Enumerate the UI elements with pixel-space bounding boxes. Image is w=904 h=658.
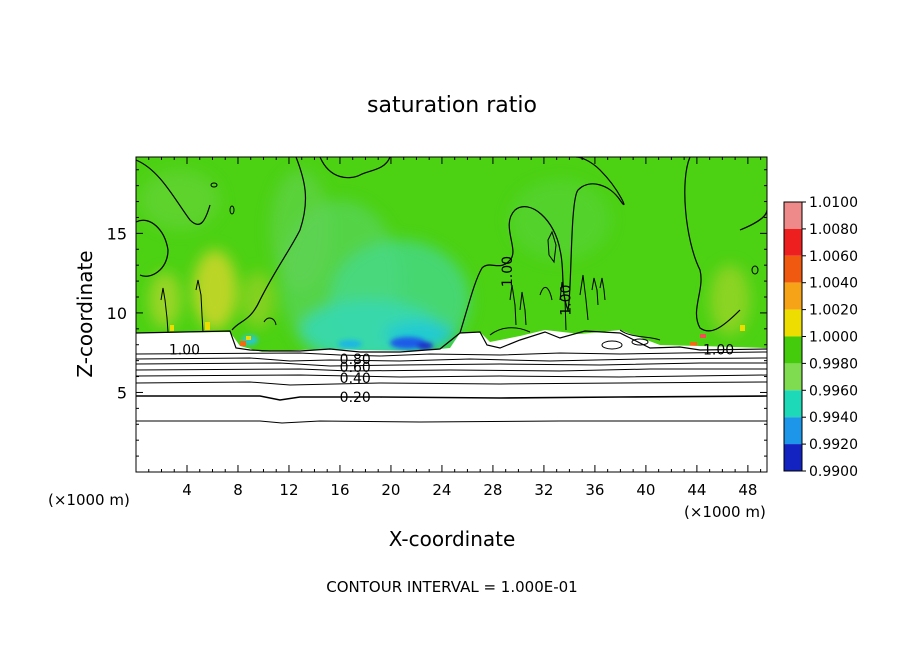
contour-label: 1.00 <box>703 343 734 359</box>
colorbar-swatch <box>784 363 802 391</box>
plot-area: 1.00 0.800.600.40 0.20 1.00 1.00 1.00 <box>136 157 767 472</box>
colorbar-swatch <box>784 336 802 364</box>
contour-label: 1.00 <box>169 343 200 359</box>
contour-label: 0.20 <box>340 390 371 406</box>
colorbar-label: 1.0100 <box>809 195 858 211</box>
colorbar-swatch <box>784 390 802 418</box>
colorbar-swatch <box>784 417 802 445</box>
colorbar-label: 1.0020 <box>809 303 858 319</box>
x-tick-label: 8 <box>233 481 243 499</box>
contour-label: 1.00 <box>559 285 575 316</box>
colorbar-swatch <box>784 255 802 283</box>
field-texture <box>140 170 750 360</box>
plot-frame <box>135 156 768 473</box>
contour-label: 0.60 <box>340 360 371 376</box>
colorbar-label: 0.9900 <box>809 464 858 480</box>
x-tick-label: 12 <box>279 481 298 499</box>
colorbar-label: 0.9960 <box>809 383 858 399</box>
y-tick-label: 10 <box>107 304 127 323</box>
x-tick-label: 20 <box>381 481 400 499</box>
colorbar-swatch <box>784 282 802 310</box>
colorbar-label: 1.0000 <box>809 330 858 346</box>
chart-title: saturation ratio <box>367 93 537 118</box>
x-tick-label: 36 <box>585 481 604 499</box>
x-unit-label-left: (×1000 m) <box>48 491 130 509</box>
colorbar-label: 0.9980 <box>809 356 858 372</box>
x-tick-label: 40 <box>636 481 655 499</box>
x-tick-label: 28 <box>483 481 502 499</box>
x-tick-label: 44 <box>687 481 706 499</box>
x-tick-label: 16 <box>330 481 349 499</box>
colorbar-swatch <box>784 202 802 229</box>
x-tick-label: 48 <box>738 481 757 499</box>
field-warm-specks <box>170 322 745 347</box>
x-unit-label-right: (×1000 m) <box>684 503 766 521</box>
colorbar-swatch <box>784 309 802 337</box>
contour-label: 0.40 <box>340 371 371 387</box>
colorbar: 1.0100 1.0080 1.0060 1.0040 1.0020 1.0000 0.99… <box>783 195 858 480</box>
colorbar-swatch <box>784 228 802 256</box>
x-axis-ticks: 4 8 12 16 20 24 28 32 36 40 44 48 <box>148 157 762 499</box>
colorbar-label: 1.0080 <box>809 222 858 238</box>
contour-lines <box>136 157 767 424</box>
contour-label: 0.80 <box>340 352 371 368</box>
x-axis-label: X-coordinate <box>389 527 516 551</box>
y-axis-label: Z-coordinate <box>73 250 97 377</box>
low-region <box>136 330 767 472</box>
contour-labels: 1.00 0.800.600.40 0.20 1.00 1.00 1.00 <box>169 256 734 406</box>
x-tick-label: 4 <box>182 481 192 499</box>
contour-interval-note: CONTOUR INTERVAL = 1.000E-01 <box>326 578 577 596</box>
contour-label: 1.00 <box>500 256 516 287</box>
colorbar-label: 1.0040 <box>809 276 858 292</box>
x-tick-label: 32 <box>534 481 553 499</box>
colorbar-swatch <box>784 444 802 471</box>
y-tick-label: 15 <box>107 224 127 243</box>
y-axis-ticks: 5 10 15 <box>107 169 767 457</box>
colorbar-label: 1.0060 <box>809 249 858 265</box>
y-tick-label: 5 <box>117 383 127 402</box>
colorbar-label: 0.9920 <box>809 437 858 453</box>
colorbar-label: 0.9940 <box>809 410 858 426</box>
x-tick-label: 24 <box>432 481 451 499</box>
